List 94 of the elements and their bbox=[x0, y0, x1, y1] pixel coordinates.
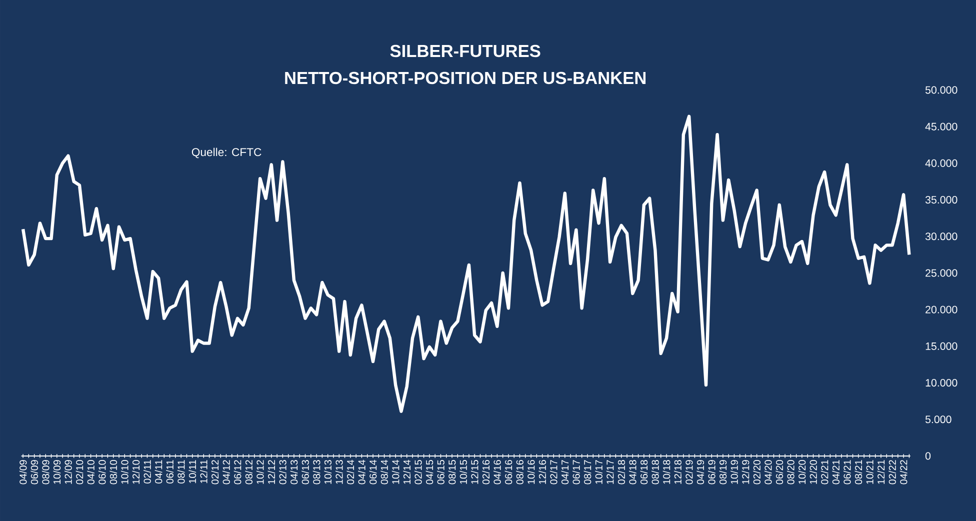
x-tick-label: 06/15 bbox=[437, 460, 444, 484]
x-tick-label: 08/11 bbox=[177, 460, 185, 484]
x-tick-label: 08/10 bbox=[110, 460, 118, 484]
x-tick-label: 04/14 bbox=[358, 460, 366, 484]
x-tick-label: 06/18 bbox=[640, 460, 648, 484]
y-tick-label: 30.000 bbox=[925, 232, 958, 240]
x-tick-label: 04/18 bbox=[628, 460, 636, 484]
x-tick-label: 04/17 bbox=[561, 460, 569, 484]
x-tick-label: 10/17 bbox=[595, 460, 602, 484]
x-tick-label: 02/12 bbox=[211, 460, 219, 484]
x-tick-label: 10/15 bbox=[460, 460, 467, 484]
x-tick-label: 12/21 bbox=[877, 460, 885, 484]
y-tick-label: 5.000 bbox=[925, 416, 952, 424]
x-tick-label: 04/16 bbox=[494, 460, 501, 484]
x-tick-label: 04/13 bbox=[290, 460, 298, 484]
x-tick-label: 06/16 bbox=[504, 460, 512, 484]
x-tick-label: 10/19 bbox=[730, 460, 738, 484]
line-series bbox=[21, 114, 911, 413]
x-tick-label: 12/09 bbox=[64, 460, 72, 484]
x-tick-label: 12/18 bbox=[674, 460, 682, 484]
x-tick-label: 08/18 bbox=[652, 460, 659, 484]
x-tick-label: 10/14 bbox=[392, 460, 400, 484]
x-tick-label: 04/10 bbox=[87, 460, 94, 484]
x-tick-label: 08/12 bbox=[245, 460, 252, 484]
x-tick-label: 06/13 bbox=[302, 460, 309, 484]
x-tick-label: 08/19 bbox=[719, 460, 727, 484]
x-tick-label: 02/18 bbox=[618, 460, 626, 484]
x-tick-label: 08/16 bbox=[516, 460, 524, 484]
x-tick-label: 08/14 bbox=[380, 460, 388, 484]
x-tick-label: 02/13 bbox=[279, 460, 286, 484]
x-tick-label: 12/19 bbox=[742, 460, 750, 484]
y-tick-label: 0 bbox=[925, 452, 931, 460]
x-tick-label: 02/22 bbox=[888, 460, 896, 484]
y-tick-label: 45.000 bbox=[925, 122, 958, 130]
x-tick-label: 10/16 bbox=[527, 460, 535, 484]
x-tick-label: 12/10 bbox=[132, 460, 140, 484]
x-tick-label: 04/15 bbox=[426, 460, 434, 484]
x-tick-label: 02/21 bbox=[820, 460, 828, 484]
x-tick-label: 04/20 bbox=[764, 460, 772, 484]
x-tick-label: 06/10 bbox=[98, 460, 106, 484]
x-tick-label: 08/13 bbox=[312, 460, 320, 484]
x-tick-label: 10/11 bbox=[188, 460, 196, 484]
x-tick-label: 08/09 bbox=[42, 460, 50, 484]
x-tick-label: 12/16 bbox=[538, 460, 546, 484]
x-tick-label: 02/16 bbox=[482, 460, 490, 484]
x-tick-label: 08/15 bbox=[448, 460, 456, 484]
x-tick-label: 06/17 bbox=[572, 460, 580, 484]
x-tick-label: 06/14 bbox=[369, 460, 377, 484]
x-tick-label: 04/22 bbox=[900, 460, 908, 484]
x-tick-label: 02/14 bbox=[346, 460, 354, 484]
x-tick-label: 06/11 bbox=[166, 460, 174, 484]
x-tick-label: 10/20 bbox=[798, 460, 806, 484]
y-tick-label: 10.000 bbox=[926, 379, 958, 387]
x-tick-label: 02/17 bbox=[550, 460, 558, 484]
x-tick-label: 06/12 bbox=[234, 460, 242, 484]
x-tick-label: 12/15 bbox=[470, 460, 478, 484]
x-tick-label: 10/10 bbox=[120, 460, 128, 484]
x-tick-label: 02/19 bbox=[685, 460, 693, 484]
y-tick-label: 50.000 bbox=[925, 86, 958, 94]
x-tick-label: 10/09 bbox=[53, 460, 61, 484]
x-tick-label: 02/15 bbox=[414, 460, 422, 484]
x-tick-label: 10/18 bbox=[662, 460, 670, 484]
x-tick-label: 04/21 bbox=[832, 460, 840, 484]
x-tick-label: 12/14 bbox=[403, 460, 411, 484]
y-tick-label: 35.000 bbox=[925, 196, 958, 204]
x-tick-label: 08/21 bbox=[854, 460, 862, 484]
y-tick-label: 40.000 bbox=[925, 159, 958, 167]
annotation: Quelle: CFTC bbox=[192, 148, 262, 158]
x-tick-label: 12/12 bbox=[268, 460, 276, 484]
y-tick-label: 15.000 bbox=[926, 342, 958, 350]
x-tick-label: 12/17 bbox=[606, 460, 614, 484]
chart-title: SILBER-FUTURES bbox=[390, 44, 540, 58]
y-tick-label: 25.000 bbox=[926, 269, 958, 277]
x-tick-label: 06/20 bbox=[776, 460, 784, 484]
x-tick-label: 06/09 bbox=[30, 460, 38, 484]
chart-subtitle: NETTO-SHORT-POSITION DER US-BANKEN bbox=[285, 72, 646, 84]
x-tick-label: 12/13 bbox=[335, 460, 343, 484]
x-tick-label: 04/09 bbox=[19, 460, 27, 484]
x-tick-label: 06/19 bbox=[708, 460, 716, 484]
y-tick-label: 20.000 bbox=[926, 306, 958, 314]
x-tick-label: 08/17 bbox=[584, 460, 592, 484]
x-tick-label: 10/12 bbox=[256, 460, 264, 484]
x-tick-label: 06/21 bbox=[843, 460, 851, 484]
x-tick-label: 12/20 bbox=[810, 460, 817, 484]
x-tick-label: 12/11 bbox=[200, 460, 208, 484]
x-tick-label: 08/20 bbox=[787, 460, 794, 484]
x-tick-label: 10/13 bbox=[324, 460, 332, 484]
x-tick-label: 04/12 bbox=[222, 460, 230, 484]
x-tick-label: 02/10 bbox=[76, 460, 84, 484]
x-tick-label: 10/21 bbox=[866, 460, 874, 484]
x-tick-label: 04/19 bbox=[696, 460, 704, 484]
x-tick-label: 04/11 bbox=[154, 460, 162, 484]
x-tick-label: 02/11 bbox=[144, 460, 151, 484]
x-tick-label: 02/20 bbox=[753, 460, 760, 484]
